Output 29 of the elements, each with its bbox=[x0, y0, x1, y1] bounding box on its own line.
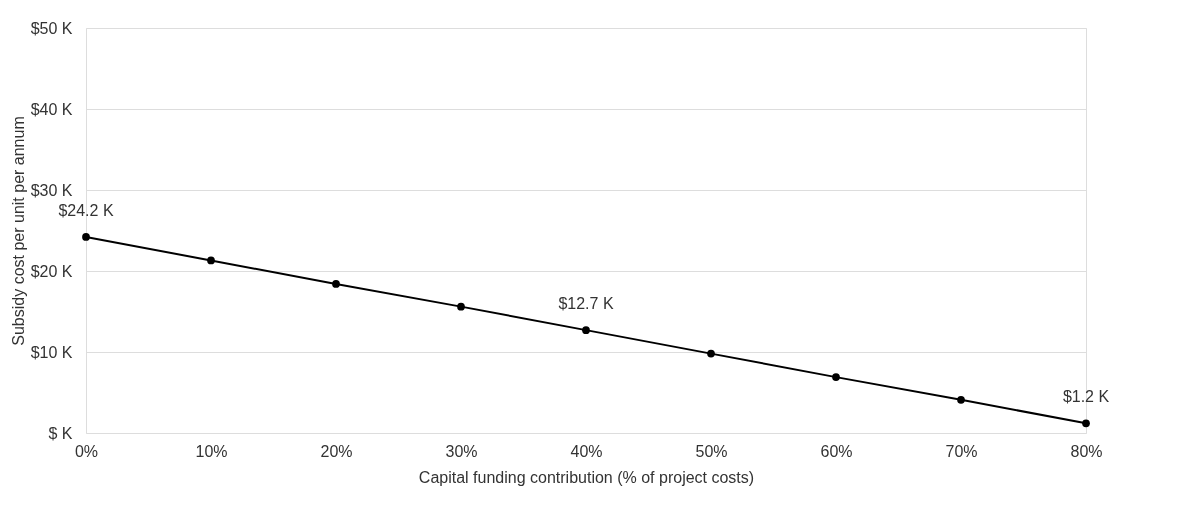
point bbox=[582, 326, 590, 334]
point bbox=[457, 302, 465, 311]
y-tick-label: $50 K bbox=[30, 19, 73, 37]
x-tick-label: 10% bbox=[195, 442, 228, 460]
x-axis-title: Capital funding contribution (% of project costs) bbox=[418, 468, 755, 486]
point bbox=[332, 280, 340, 288]
point bbox=[82, 233, 90, 241]
x-tick-label: 0% bbox=[74, 442, 99, 460]
data-label: $24.2 K bbox=[58, 201, 114, 219]
y-tick-label: $20 K bbox=[30, 262, 73, 280]
point bbox=[1082, 419, 1090, 428]
y-tick-label: $10 K bbox=[30, 343, 73, 361]
point bbox=[832, 373, 840, 381]
data-label: $1.2 K bbox=[1062, 388, 1110, 406]
y-tick-label: $30 K bbox=[30, 181, 73, 199]
y-tick-label: $ K bbox=[48, 424, 73, 442]
point bbox=[207, 256, 215, 265]
x-tick-label: 70% bbox=[945, 442, 978, 460]
x-tick-label: 80% bbox=[1070, 442, 1103, 460]
y-axis-title: Subsidy cost per unit per annum bbox=[9, 116, 27, 346]
x-tick-label: 60% bbox=[820, 442, 853, 460]
point bbox=[707, 349, 715, 358]
data-label: $12.7 K bbox=[558, 295, 614, 313]
x-tick-label: 50% bbox=[695, 442, 728, 460]
point bbox=[957, 395, 965, 404]
x-tick-label: 40% bbox=[570, 442, 603, 460]
x-tick-label: 30% bbox=[445, 442, 478, 460]
x-tick-label: 20% bbox=[320, 442, 353, 460]
y-tick-label: $40 K bbox=[30, 100, 73, 118]
